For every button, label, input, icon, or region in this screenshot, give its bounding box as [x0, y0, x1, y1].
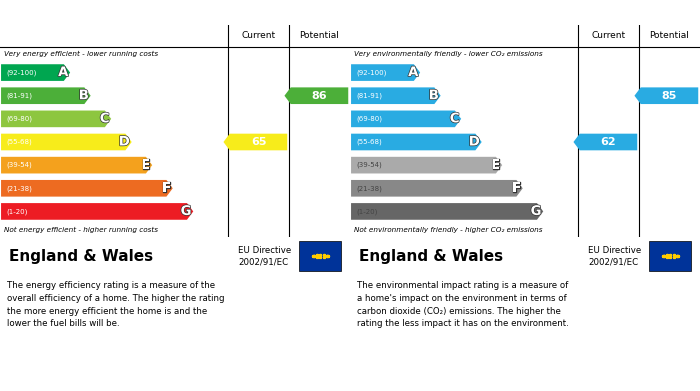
Text: The environmental impact rating is a measure of
a home's impact on the environme: The environmental impact rating is a mea… [357, 281, 568, 328]
Text: Not energy efficient - higher running costs: Not energy efficient - higher running co… [4, 227, 158, 233]
Text: EU Directive
2002/91/EC: EU Directive 2002/91/EC [238, 246, 291, 266]
Text: D: D [469, 136, 480, 149]
Polygon shape [351, 157, 502, 174]
Text: Very environmentally friendly - lower CO₂ emissions: Very environmentally friendly - lower CO… [354, 51, 542, 57]
Polygon shape [1, 134, 132, 150]
Polygon shape [573, 134, 637, 150]
Text: (1-20): (1-20) [6, 208, 28, 215]
Text: 62: 62 [601, 137, 616, 147]
Polygon shape [223, 134, 287, 150]
Text: Very energy efficient - lower running costs: Very energy efficient - lower running co… [4, 51, 158, 57]
Text: (1-20): (1-20) [356, 208, 378, 215]
Polygon shape [351, 180, 523, 197]
Text: (92-100): (92-100) [6, 69, 36, 76]
Polygon shape [1, 157, 152, 174]
Text: Not environmentally friendly - higher CO₂ emissions: Not environmentally friendly - higher CO… [354, 227, 542, 233]
Polygon shape [634, 87, 699, 104]
Polygon shape [1, 64, 70, 81]
Polygon shape [351, 64, 420, 81]
Polygon shape [351, 134, 482, 150]
Text: F: F [512, 182, 521, 195]
Polygon shape [351, 203, 543, 220]
Text: (21-38): (21-38) [356, 185, 382, 192]
Text: B: B [429, 89, 439, 102]
Text: The energy efficiency rating is a measure of the
overall efficiency of a home. T: The energy efficiency rating is a measur… [7, 281, 225, 328]
Text: (21-38): (21-38) [6, 185, 32, 192]
Text: 85: 85 [662, 91, 677, 101]
Polygon shape [1, 203, 193, 220]
Text: (39-54): (39-54) [356, 162, 382, 169]
Text: G: G [531, 205, 542, 218]
Bar [300, 241, 342, 271]
Text: Current: Current [592, 32, 626, 41]
Bar [650, 241, 692, 271]
Text: E: E [141, 159, 150, 172]
Text: 65: 65 [251, 137, 266, 147]
Text: C: C [100, 112, 109, 126]
Text: (39-54): (39-54) [6, 162, 32, 169]
Text: F: F [162, 182, 171, 195]
Text: EU Directive
2002/91/EC: EU Directive 2002/91/EC [588, 246, 641, 266]
Text: Environmental Impact (CO₂) Rating: Environmental Impact (CO₂) Rating [358, 6, 605, 19]
Text: B: B [79, 89, 89, 102]
Polygon shape [351, 87, 441, 104]
Text: (55-68): (55-68) [6, 139, 32, 145]
Text: Potential: Potential [650, 32, 690, 41]
Polygon shape [1, 111, 111, 127]
Text: (69-80): (69-80) [6, 116, 32, 122]
Text: A: A [58, 66, 69, 79]
Text: D: D [119, 136, 130, 149]
Text: C: C [450, 112, 459, 126]
Text: G: G [181, 205, 192, 218]
Polygon shape [1, 87, 91, 104]
Text: Energy Efficiency Rating: Energy Efficiency Rating [8, 6, 181, 19]
Text: E: E [491, 159, 500, 172]
Text: (92-100): (92-100) [356, 69, 386, 76]
Text: England & Wales: England & Wales [8, 249, 153, 264]
Polygon shape [284, 87, 349, 104]
Text: Current: Current [241, 32, 276, 41]
Text: (69-80): (69-80) [356, 116, 382, 122]
Text: England & Wales: England & Wales [358, 249, 503, 264]
Text: 86: 86 [312, 91, 328, 101]
Text: Potential: Potential [300, 32, 339, 41]
Text: (81-91): (81-91) [356, 92, 382, 99]
Text: (81-91): (81-91) [6, 92, 32, 99]
Text: (55-68): (55-68) [356, 139, 382, 145]
Polygon shape [1, 180, 173, 197]
Polygon shape [351, 111, 461, 127]
Text: A: A [408, 66, 419, 79]
